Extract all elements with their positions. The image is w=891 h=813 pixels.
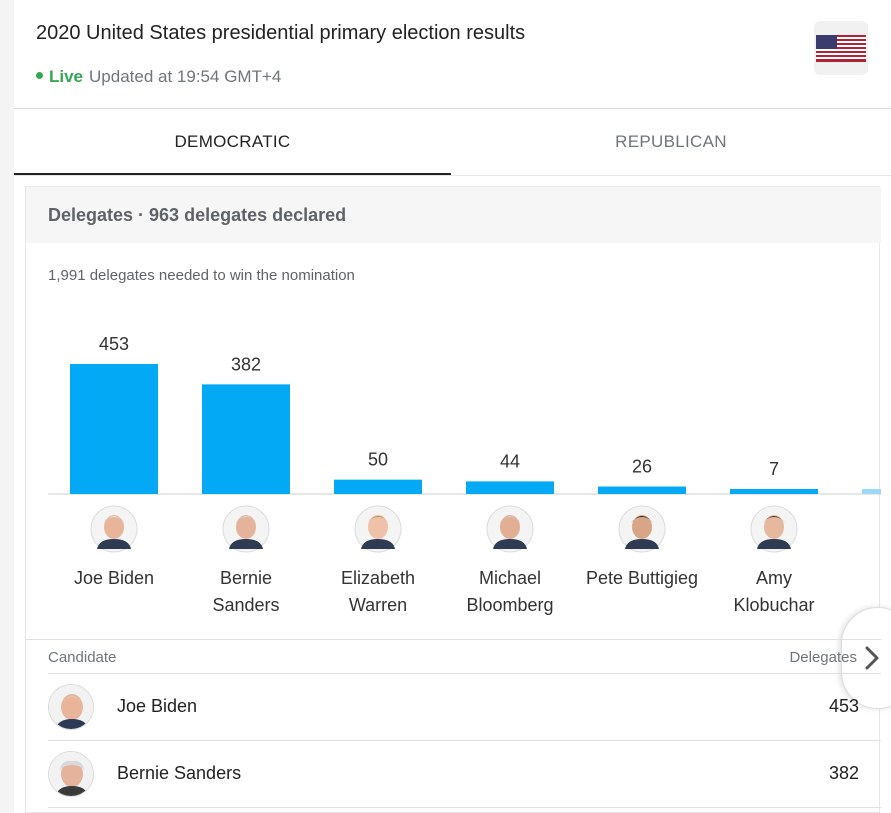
panel-header: Delegates · 963 delegates declared bbox=[26, 187, 881, 243]
live-label: Live bbox=[49, 67, 84, 86]
delegates-needed: 1,991 delegates needed to win the nomina… bbox=[48, 267, 355, 284]
election-results-card: 2020 United States presidential primary … bbox=[14, 0, 891, 813]
candidate-delegates: 382 bbox=[828, 763, 859, 783]
bar-value-label: 44 bbox=[500, 451, 520, 471]
candidate-label: Joe Biden bbox=[74, 568, 154, 588]
candidate-label: Elizabeth bbox=[341, 568, 415, 588]
chart-next-button[interactable] bbox=[841, 607, 891, 709]
bar-value-label: 453 bbox=[99, 334, 129, 354]
tab-republican[interactable]: REPUBLICAN bbox=[615, 132, 727, 151]
delegates-panel: Delegates · 963 delegates declared 1,991… bbox=[25, 186, 891, 813]
candidate-delegates: 453 bbox=[828, 696, 859, 716]
bar-value-label: 26 bbox=[632, 457, 652, 477]
table-row[interactable]: Bernie Sanders 382 bbox=[48, 741, 881, 808]
chart-bar bbox=[70, 364, 158, 494]
header-row-divider bbox=[48, 673, 881, 674]
column-header-candidate: Candidate bbox=[48, 649, 117, 666]
avatar bbox=[48, 751, 94, 797]
bar-value-label: 7 bbox=[769, 459, 779, 479]
candidate-label: Warren bbox=[349, 595, 407, 615]
page-gutter bbox=[0, 0, 15, 813]
chart-bar bbox=[862, 489, 881, 494]
bar-value-label: 382 bbox=[231, 354, 261, 374]
chart-bar bbox=[202, 384, 290, 494]
chart-bar bbox=[598, 486, 686, 494]
candidate-avatar bbox=[618, 505, 666, 553]
candidate-label: Bernie bbox=[220, 568, 272, 588]
candidate-label: Klobuchar bbox=[733, 595, 814, 615]
delegates-heading: Delegates · 963 delegates declared bbox=[48, 205, 347, 225]
chevron-right-icon bbox=[865, 646, 879, 670]
candidate-name: Joe Biden bbox=[117, 696, 198, 716]
candidate-avatar bbox=[222, 505, 270, 553]
us-flag-icon bbox=[814, 21, 868, 75]
live-status: Live Updated at 19:54 GMT+4 bbox=[36, 67, 281, 87]
delegates-bar-chart: 453 Joe Biden 382 Bernie Sanders 50 Elizabeth W… bbox=[48, 334, 881, 615]
table-row[interactable]: Joe Biden 453 bbox=[48, 674, 881, 741]
candidate-name: Bernie Sanders bbox=[117, 763, 242, 783]
results-title: 2020 United States presidential primary … bbox=[36, 22, 526, 44]
chart-bar bbox=[334, 479, 422, 494]
header-divider bbox=[14, 108, 891, 109]
tabs-divider bbox=[14, 175, 891, 176]
candidate-avatar bbox=[90, 505, 138, 553]
candidate-avatar bbox=[750, 505, 798, 553]
party-tabs: DEMOCRATIC REPUBLICAN bbox=[14, 109, 891, 175]
tab-democratic[interactable]: DEMOCRATIC bbox=[14, 109, 451, 175]
chart-bar bbox=[466, 481, 554, 494]
candidate-avatar bbox=[354, 505, 402, 553]
candidate-avatar bbox=[486, 505, 534, 553]
table-divider bbox=[26, 639, 881, 640]
candidate-label: Michael bbox=[479, 568, 541, 588]
candidate-label: Pete Buttigieg bbox=[586, 568, 698, 588]
live-dot-icon bbox=[36, 72, 43, 80]
candidate-label: Bloomberg bbox=[466, 595, 553, 615]
updated-time: Updated at 19:54 GMT+4 bbox=[89, 67, 282, 86]
column-header-delegates: Delegates bbox=[789, 649, 857, 666]
bar-value-label: 50 bbox=[368, 450, 388, 470]
candidate-label: Amy bbox=[756, 568, 792, 588]
candidate-label: Sanders bbox=[212, 595, 279, 615]
avatar bbox=[48, 684, 94, 730]
chart-bar bbox=[730, 489, 818, 494]
